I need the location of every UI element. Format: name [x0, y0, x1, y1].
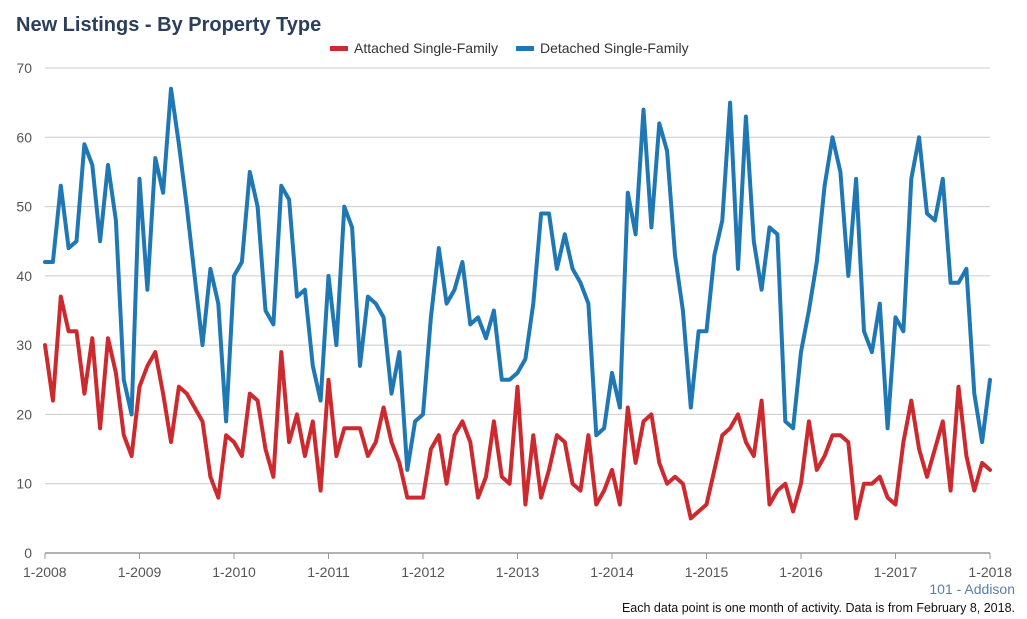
chart-footer: 101 - Addison Each data point is one mon…	[622, 581, 1015, 615]
legend-item-attached[interactable]: Attached Single-Family	[330, 40, 498, 56]
x-tick-label: 1-2011	[307, 564, 350, 580]
series-line-detached	[43, 86, 992, 472]
y-tick-label: 40	[16, 268, 32, 284]
x-tick-label: 1-2016	[779, 564, 823, 580]
x-tick-label: 1-2014	[590, 564, 634, 580]
y-tick-label: 70	[16, 60, 32, 76]
legend-item-detached[interactable]: Detached Single-Family	[515, 40, 689, 56]
legend-swatch-detached	[515, 45, 534, 51]
y-tick-label: 60	[16, 129, 32, 145]
x-tick-label: 1-2018	[968, 564, 1012, 580]
x-tick-label: 1-2009	[118, 564, 162, 580]
x-tick-label: 1-2010	[212, 564, 256, 580]
y-tick-label: 50	[16, 199, 32, 215]
x-tick-label: 1-2012	[401, 564, 445, 580]
legend-label-detached: Detached Single-Family	[539, 40, 689, 56]
area-label: 101 - Addison	[929, 581, 1015, 597]
x-tick-label: 1-2013	[496, 564, 540, 580]
x-tick-label: 1-2008	[23, 564, 67, 580]
chart-title: New Listings - By Property Type	[16, 14, 322, 36]
legend-label-attached: Attached Single-Family	[354, 40, 498, 56]
series-line-attached	[43, 294, 992, 521]
x-tick-label: 1-2017	[874, 564, 918, 580]
x-tick-label: 1-2015	[685, 564, 729, 580]
legend-swatch-attached	[330, 45, 348, 51]
footnote: Each data point is one month of activity…	[621, 601, 1015, 615]
y-tick-label: 20	[16, 406, 32, 422]
y-tick-label: 0	[24, 545, 32, 561]
y-tick-label: 30	[16, 337, 32, 353]
chart-legend: Attached Single-Family Detached Single-F…	[330, 40, 689, 56]
y-tick-label: 10	[16, 476, 32, 492]
